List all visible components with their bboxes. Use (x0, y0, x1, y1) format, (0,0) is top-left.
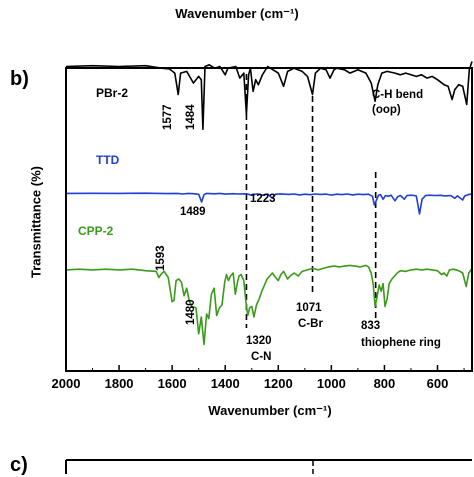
panel-c-label: c) (10, 454, 28, 476)
x-axis-label: Wavenumber (cm⁻¹) (208, 403, 332, 418)
series-pbr-2-line (65, 61, 473, 130)
annotation-1489: 1489 (180, 206, 206, 218)
x-tick-label-1400: 1400 (211, 376, 240, 391)
annotation-833: 833 (361, 320, 380, 332)
series-label-pbr-2: PBr-2 (96, 86, 128, 100)
series-cpp-2-line (65, 264, 473, 346)
annotation--oop-: (oop) (372, 104, 401, 116)
x-tick-label-600: 600 (427, 376, 449, 391)
annotation-1577: 1577 (162, 104, 174, 130)
annotation-1484: 1484 (185, 104, 197, 130)
annotation-1593: 1593 (155, 245, 167, 271)
panel-b-label: b) (10, 68, 29, 90)
series-label-ttd: TTD (96, 153, 120, 167)
x-tick-label-1000: 1000 (317, 376, 346, 391)
plot-frame (65, 67, 473, 372)
x-tick-label-1600: 1600 (158, 376, 187, 391)
x-tick-label-800: 800 (374, 376, 396, 391)
annotation-1320: 1320 (246, 335, 272, 347)
x-tick-label-1800: 1800 (105, 376, 134, 391)
annotation-thiophene-ring: thiophene ring (361, 337, 441, 349)
annotation-c-h-bend: C-H bend (372, 89, 423, 101)
x-tick-label-1200: 1200 (264, 376, 293, 391)
series-ttd-line (65, 192, 473, 215)
series-label-cpp-2: CPP-2 (78, 224, 114, 238)
x-tick-label-2000: 2000 (52, 376, 81, 391)
annotation-1071: 1071 (296, 302, 322, 314)
annotation-c-br: C-Br (298, 318, 323, 330)
annotation-c-n: C-N (251, 351, 271, 363)
top-panel-x-axis-label: Wavenumber (cm⁻¹) (175, 6, 299, 21)
annotation-1223: 1223 (250, 193, 276, 205)
annotation-1480: 1480 (185, 299, 197, 325)
